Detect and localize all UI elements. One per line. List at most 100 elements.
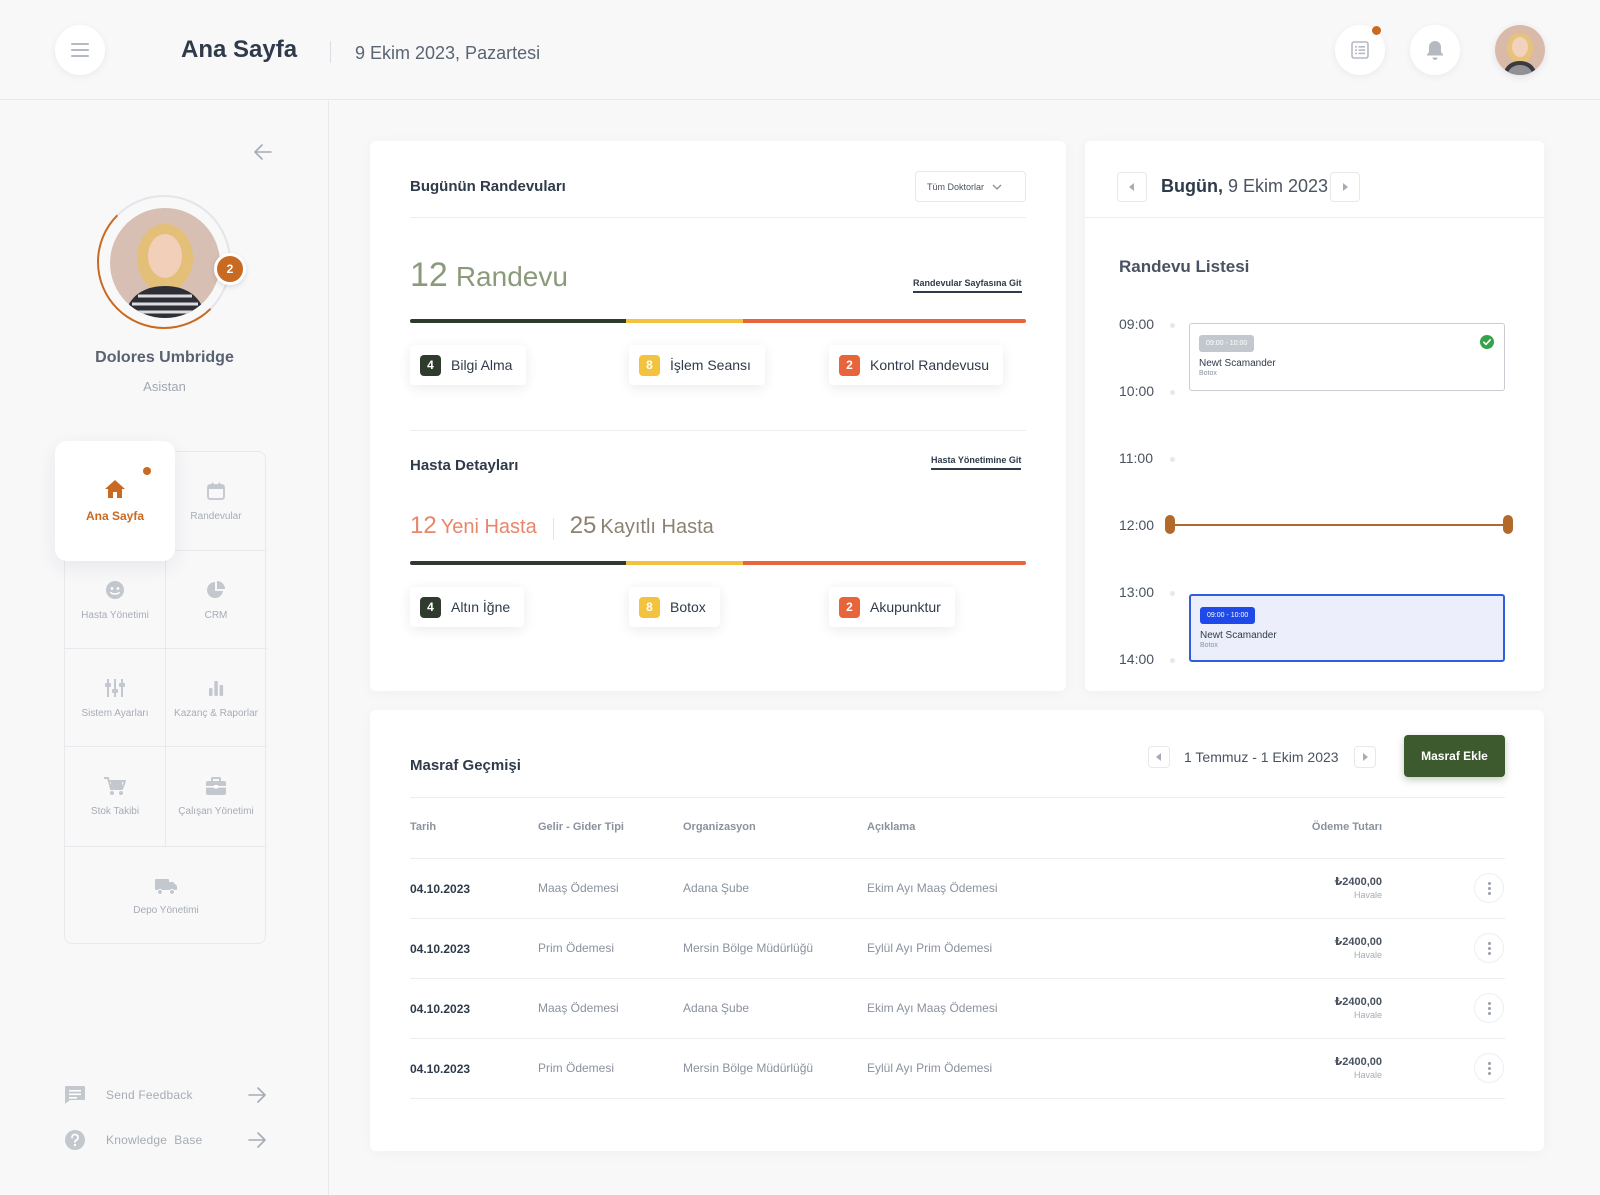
- nav-item-ana-sayfa[interactable]: Ana Sayfa: [55, 441, 175, 561]
- notification-dot: [1372, 26, 1381, 35]
- chevron-left-icon: [1156, 753, 1161, 761]
- arrow-right-icon: [248, 1087, 266, 1103]
- notifications-button[interactable]: [1410, 25, 1460, 75]
- cell-organization: Adana Şube: [683, 1001, 750, 1015]
- nav-item-calisan-yonetimi[interactable]: Çalışan Yönetimi: [166, 747, 266, 845]
- calendar-date: Bugün, 9 Ekim 2023: [1161, 176, 1328, 197]
- chip-label: Kontrol Randevusu: [870, 357, 990, 373]
- registered-patients-label: Kayıtlı Hasta: [600, 516, 714, 538]
- chevron-right-icon: [1363, 753, 1368, 761]
- nav-item-label: CRM: [204, 609, 228, 621]
- grid-divider: [65, 846, 267, 847]
- kebab-dot: [1487, 891, 1491, 895]
- nav-item-label: Çalışan Yönetimi: [178, 805, 254, 817]
- chip-count: 8: [639, 596, 660, 618]
- chip-bilgi-alma[interactable]: 4 Bilgi Alma: [410, 345, 527, 385]
- cell-description: Ekim Ayı Maaş Ödemesi: [867, 1001, 998, 1015]
- tasks-button[interactable]: [1335, 25, 1385, 75]
- user-avatar[interactable]: [1495, 25, 1545, 75]
- divider: [410, 797, 1505, 798]
- chip-count: 4: [420, 596, 441, 618]
- grid-divider: [65, 648, 267, 649]
- nav-item-label: Ana Sayfa: [85, 509, 145, 523]
- bar-segment-acupuncture: [742, 561, 1026, 565]
- row-menu-button[interactable]: [1474, 933, 1504, 963]
- patient-stats: 12 Yeni Hasta 25 Kayıtlı Hasta: [410, 512, 714, 540]
- page-date: 9 Ekim 2023, Pazartesi: [355, 43, 541, 63]
- pie-chart-icon: [207, 580, 225, 598]
- chevron-right-icon: [1343, 183, 1348, 191]
- chip-label: Altın İğne: [451, 599, 511, 615]
- chip-altin-igne[interactable]: 4 Altın İğne: [410, 587, 525, 627]
- title-divider: [330, 41, 331, 63]
- chip-islem-seansi[interactable]: 8 İşlem Seansı: [629, 345, 765, 385]
- expenses-title: Masraf Geçmişi: [410, 757, 521, 774]
- appointment-list-title: Randevu Listesi: [1119, 257, 1250, 276]
- new-patients-label: Yeni Hasta: [440, 516, 537, 538]
- nav-item-stok-takibi[interactable]: Stok Takibi: [65, 747, 165, 845]
- profile-photo[interactable]: [110, 208, 220, 318]
- next-range-button[interactable]: [1354, 746, 1376, 768]
- row-menu-button[interactable]: [1474, 1053, 1504, 1083]
- time-label: 14:00: [1119, 651, 1155, 667]
- knowledge-base-link[interactable]: Knowledge Base: [64, 1128, 266, 1152]
- nav-item-crm[interactable]: CRM: [166, 551, 266, 649]
- arrow-left-icon[interactable]: [254, 144, 272, 160]
- divider: [410, 1098, 1505, 1099]
- column-header-amount[interactable]: Ödeme Tutarı: [1311, 821, 1382, 833]
- column-header-type[interactable]: Gelir - Gider Tipi: [538, 821, 624, 833]
- column-header-date[interactable]: Tarih: [410, 821, 437, 833]
- prev-range-button[interactable]: [1148, 746, 1170, 768]
- calendar-today-label: Bugün,: [1161, 176, 1223, 196]
- appointment-block[interactable]: 09:00 - 10:00 Newt Scamander Botox: [1189, 323, 1505, 391]
- nav-item-sistem-ayarlari[interactable]: Sistem Ayarları: [65, 649, 165, 747]
- nav-item-kazanc-raporlar[interactable]: Kazanç & Raporlar: [166, 649, 266, 747]
- kebab-dot: [1487, 941, 1491, 945]
- row-menu-button[interactable]: [1474, 993, 1504, 1023]
- next-day-button[interactable]: [1330, 172, 1360, 202]
- patient-breakdown-bar: [410, 561, 1026, 565]
- nav-item-randevular[interactable]: Randevular: [166, 452, 266, 550]
- time-label: 10:00: [1119, 383, 1155, 399]
- bar-chart-icon: [209, 680, 224, 696]
- doctor-filter-dropdown[interactable]: Tüm Doktorlar: [915, 171, 1026, 202]
- send-feedback-link[interactable]: Send Feedback: [64, 1083, 266, 1107]
- nav-item-depo-yonetimi[interactable]: Depo Yönetimi: [65, 847, 267, 945]
- sliders-icon: [105, 678, 125, 697]
- divider: [410, 918, 1505, 919]
- cell-description: Ekim Ayı Maaş Ödemesi: [867, 881, 998, 895]
- chip-label: Botox: [670, 599, 706, 615]
- nav-item-label: Hasta Yönetimi: [81, 609, 149, 621]
- nav-item-label: Sistem Ayarları: [81, 707, 149, 719]
- prev-day-button[interactable]: [1117, 172, 1147, 202]
- time-dot: [1170, 658, 1175, 663]
- chip-kontrol-randevusu[interactable]: 2 Kontrol Randevusu: [829, 345, 1004, 385]
- nav-item-label: Randevular: [190, 510, 242, 522]
- avatar-photo: [1495, 25, 1545, 75]
- row-menu-button[interactable]: [1474, 873, 1504, 903]
- sidebar: 2 Dolores Umbridge Asistan: [0, 101, 329, 1195]
- divider: [410, 430, 1026, 431]
- nav-item-hasta-yonetimi[interactable]: Hasta Yönetimi: [65, 551, 165, 649]
- chevron-left-icon: [1129, 183, 1134, 191]
- hamburger-icon: [71, 43, 89, 57]
- menu-button[interactable]: [55, 25, 105, 75]
- chip-akupunktur[interactable]: 2 Akupunktur: [829, 587, 955, 627]
- calendar-icon: [207, 482, 225, 500]
- column-header-organization[interactable]: Organizasyon: [683, 821, 756, 833]
- appointment-block[interactable]: 09:00 - 10:00 Newt Scamander Botox: [1189, 594, 1505, 662]
- patient-management-link[interactable]: Hasta Yönetimine Git: [931, 455, 1022, 470]
- appointments-page-link[interactable]: Randevular Sayfasına Git: [913, 278, 1022, 293]
- new-patients-count: 12: [410, 512, 437, 539]
- stat-divider: [552, 517, 554, 540]
- appointment-count-number: 12: [410, 256, 448, 294]
- appointments-title: Bugünün Randevuları: [410, 178, 566, 195]
- kebab-dot: [1487, 951, 1491, 955]
- column-header-description[interactable]: Açıklama: [867, 821, 916, 833]
- bar-segment-control: [742, 319, 1026, 323]
- calendar-date-label: 9 Ekim 2023: [1228, 176, 1329, 196]
- chip-botox[interactable]: 8 Botox: [629, 587, 720, 627]
- add-expense-button[interactable]: Masraf Ekle: [1404, 735, 1505, 777]
- patient-icon: [106, 580, 124, 599]
- notification-count-badge: 2: [214, 253, 246, 285]
